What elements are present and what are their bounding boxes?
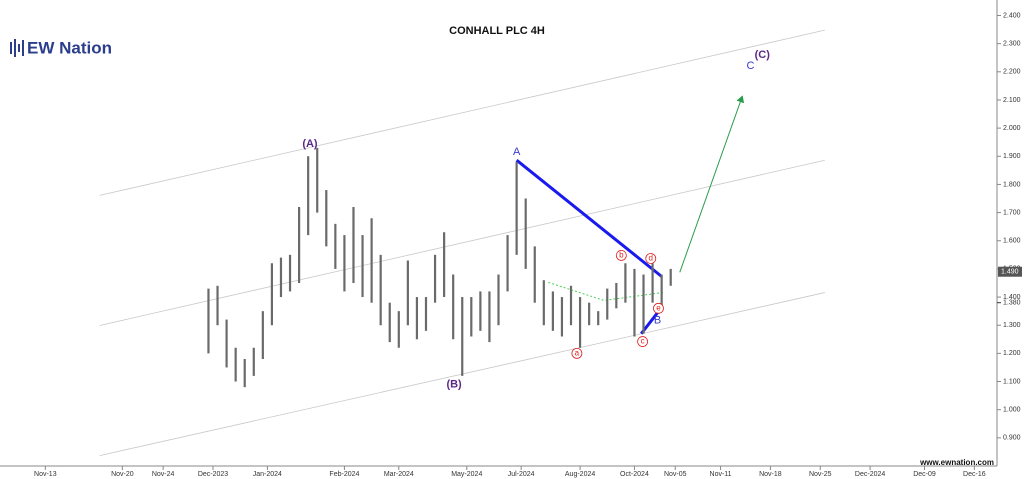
- chart-title: CONHALL PLC 4H: [449, 25, 545, 37]
- x-tick-label: Nov-18: [759, 471, 782, 478]
- wave-circle: [645, 253, 657, 264]
- x-tick-label: Jan-2024: [253, 471, 282, 478]
- wave-label: B: [654, 314, 661, 326]
- annotation-line: [99, 29, 825, 196]
- wave-label: (B): [446, 379, 462, 391]
- logo: EW Nation: [10, 38, 112, 57]
- y-tick-label: 1.300: [1003, 322, 1021, 329]
- x-tick-label: Nov-11: [710, 471, 732, 478]
- last-price-box: [998, 266, 1022, 277]
- wave-label: (C): [755, 49, 771, 61]
- y-tick-label: 1.200: [1003, 350, 1021, 357]
- last-price-label: 1.490: [1001, 269, 1019, 276]
- x-tick-label: Nov-13: [34, 471, 57, 478]
- x-tick-label: Dec-16: [963, 471, 986, 478]
- x-tick-label: Nov-05: [664, 471, 687, 478]
- logo-text: EW Nation: [27, 38, 112, 57]
- x-tick-label: Dec-2024: [855, 471, 885, 478]
- ref-price-label: 1.380: [1003, 300, 1021, 307]
- y-tick-label: 1.600: [1003, 238, 1021, 245]
- annotation-line: [515, 159, 663, 278]
- x-tick-label: Mar-2024: [384, 471, 414, 478]
- wave-label: d: [649, 254, 653, 263]
- wave-label: c: [641, 337, 645, 346]
- x-tick-label: Jul-2024: [508, 471, 535, 478]
- y-tick-label: 1.100: [1003, 378, 1021, 385]
- y-tick-label: 2.300: [1003, 40, 1021, 47]
- y-tick-label: 1.000: [1003, 407, 1021, 414]
- wave-label: A: [513, 146, 521, 158]
- x-tick-label: Oct-2024: [620, 471, 649, 478]
- footer: www.ewnation.com: [919, 458, 994, 467]
- wave-circle: [637, 336, 649, 347]
- x-tick-label: Nov-20: [111, 471, 134, 478]
- x-tick-label: May-2024: [451, 471, 482, 478]
- wave-label: b: [619, 250, 624, 259]
- y-tick-label: 2.000: [1003, 125, 1021, 132]
- wave-label: C: [746, 60, 754, 72]
- x-tick-label: Nov-24: [152, 471, 175, 478]
- y-tick-label: 2.100: [1003, 97, 1021, 104]
- x-tick-label: Dec-09: [913, 471, 936, 478]
- y-tick-label: 2.400: [1003, 12, 1021, 19]
- wave-circle: [653, 302, 664, 314]
- y-tick-label: 0.900: [1003, 435, 1021, 442]
- y-tick-label: 1.700: [1003, 209, 1021, 216]
- annotation-line: [99, 159, 825, 326]
- x-tick-label: Feb-2024: [329, 471, 359, 478]
- x-tick-label: Dec-2023: [198, 471, 228, 478]
- y-tick-label: 1.400: [1003, 294, 1021, 301]
- wave-label: (A): [302, 138, 318, 150]
- x-tick-label: Aug-2024: [565, 471, 595, 478]
- x-tick-label: Nov-25: [809, 471, 832, 478]
- wave-circle: [571, 347, 583, 359]
- annotation-line: [679, 95, 745, 273]
- wave-label: a: [575, 348, 580, 357]
- wave-circle: [615, 249, 627, 261]
- wave-label: e: [656, 303, 661, 312]
- y-tick-label: 1.800: [1003, 181, 1021, 188]
- y-tick-label: 1.900: [1003, 153, 1021, 160]
- y-tick-label: 2.200: [1003, 69, 1021, 76]
